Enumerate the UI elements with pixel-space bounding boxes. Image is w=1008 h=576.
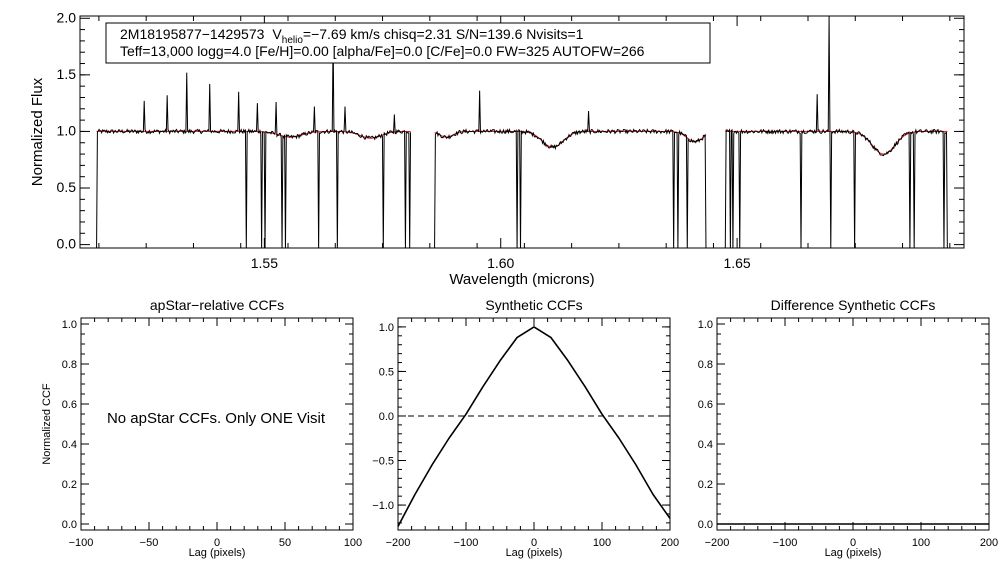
- synthetic-ccf-xlabel: Lag (pixels): [506, 547, 563, 559]
- synthetic-ccf-ticks: −200 −100 0 100 200 −1.0 −0.5 0.0 0.5 1.0: [372, 318, 679, 549]
- y-tick-label: 1.0: [379, 322, 394, 334]
- info-line-1-rest: =−7.69 km/s chisq=2.31 S/N=139.6 Nvisits…: [303, 26, 584, 42]
- y-tick-label: 0.2: [698, 479, 713, 491]
- spectrum-plot-frame: [79, 15, 965, 249]
- difference-ccf-panel: −200 −100 0 100 200 0.0 0.2 0.4 0.6 0.8 1.0 Differ…: [698, 297, 998, 559]
- y-tick-label: 0.5: [379, 366, 394, 378]
- x-tick-label: 0: [850, 537, 856, 549]
- x-tick-label: 100: [593, 537, 611, 549]
- x-tick-label: 100: [344, 537, 362, 549]
- spectrum-ylabel: Normalized Flux: [29, 77, 46, 186]
- info-box: 2M18195877−1429573 Vhelio=−7.69 km/s chis…: [105, 22, 711, 64]
- y-tick-label: 1.0: [57, 122, 77, 138]
- info-v-subscript: helio: [282, 35, 304, 46]
- synthetic-ccf-line: [398, 326, 670, 527]
- apstar-ccf-xlabel: Lag (pixels): [189, 547, 246, 559]
- x-tick-label: −100: [69, 537, 94, 549]
- info-box-frame: [105, 22, 711, 64]
- synthetic-ccf-panel: −200 −100 0 100 200 −1.0 −0.5 0.0 0.5 1.0 Synthet…: [372, 297, 679, 559]
- apstar-ccf-ylabel: Normalized CCF: [41, 383, 53, 465]
- x-tick-label: −200: [705, 537, 730, 549]
- x-tick-label: 1.65: [723, 255, 750, 271]
- info-star-id: 2M18195877−1429573: [120, 26, 265, 42]
- model-spectrum-line: [434, 130, 707, 148]
- y-tick-label: 0.0: [698, 519, 713, 531]
- info-line-1: 2M18195877−1429573 Vhelio=−7.69 km/s chis…: [120, 26, 584, 46]
- observed-spectrum-group: [96, 16, 948, 248]
- x-tick-label: −100: [454, 537, 479, 549]
- y-tick-label: 0.4: [62, 439, 77, 451]
- y-tick-label: 1.0: [62, 319, 77, 331]
- y-tick-label: −0.5: [372, 456, 394, 468]
- difference-ccf-xlabel: Lag (pixels): [825, 547, 882, 559]
- observed-spectrum-line: [724, 16, 948, 248]
- info-line-2: Teff=13,000 logg=4.0 [Fe/H]=0.00 [alpha/…: [120, 43, 645, 59]
- x-tick-label: 50: [279, 537, 291, 549]
- x-tick-label: 100: [912, 537, 930, 549]
- y-tick-label: 0.6: [698, 399, 713, 411]
- x-tick-label: −200: [386, 537, 411, 549]
- y-tick-label: 2.0: [57, 9, 77, 25]
- x-tick-label: 200: [980, 537, 998, 549]
- info-v-symbol: V: [272, 26, 282, 42]
- synthetic-ccf-title: Synthetic CCFs: [485, 297, 582, 313]
- spectrum-ticks: 1.55 1.60 1.65 0.0 0.5 1.0 1.5 2.0: [57, 9, 964, 271]
- difference-ccf-title: Difference Synthetic CCFs: [771, 297, 936, 313]
- x-tick-label: 1.55: [251, 255, 278, 271]
- y-tick-label: 0.5: [57, 179, 77, 195]
- y-tick-label: 0.8: [698, 359, 713, 371]
- y-tick-label: 0.2: [62, 479, 77, 491]
- x-tick-label: 0: [531, 537, 537, 549]
- y-tick-label: 0.0: [379, 411, 394, 423]
- synthetic-ccf-data: [398, 326, 670, 527]
- observed-spectrum-line: [434, 90, 707, 248]
- y-tick-label: 1.0: [698, 319, 713, 331]
- y-tick-label: 0.6: [62, 399, 77, 411]
- spectrum-xlabel: Wavelength (microns): [449, 271, 594, 288]
- x-tick-label: 0: [214, 537, 220, 549]
- difference-ccf-ticks: −200 −100 0 100 200 0.0 0.2 0.4 0.6 0.8 1.0: [698, 318, 998, 549]
- apstar-ccf-title: apStar−relative CCFs: [150, 297, 284, 313]
- spectrum-panel: 1.55 1.60 1.65 0.0 0.5 1.0 1.5 2.0 Normalized F…: [29, 9, 965, 288]
- no-ccf-note: No apStar CCFs. Only ONE Visit: [107, 410, 326, 427]
- x-tick-label: −100: [773, 537, 798, 549]
- y-tick-label: −1.0: [372, 500, 394, 512]
- x-tick-label: 200: [661, 537, 679, 549]
- y-tick-label: 0.0: [62, 519, 77, 531]
- apstar-ccf-panel: −100 −50 0 50 100 0.0 0.2 0.4 0.6 0.8 1.0 apStar−r…: [41, 297, 362, 559]
- apstar-ccf-ticks: −100 −50 0 50 100 0.0 0.2 0.4 0.6 0.8 1.0: [62, 318, 362, 549]
- x-tick-label: −50: [140, 537, 159, 549]
- x-tick-label: 1.60: [487, 255, 514, 271]
- y-tick-label: 0.8: [62, 359, 77, 371]
- y-tick-label: 0.4: [698, 439, 713, 451]
- y-tick-label: 0.0: [57, 236, 77, 252]
- observed-spectrum-line: [96, 35, 412, 248]
- y-tick-label: 1.5: [57, 66, 77, 82]
